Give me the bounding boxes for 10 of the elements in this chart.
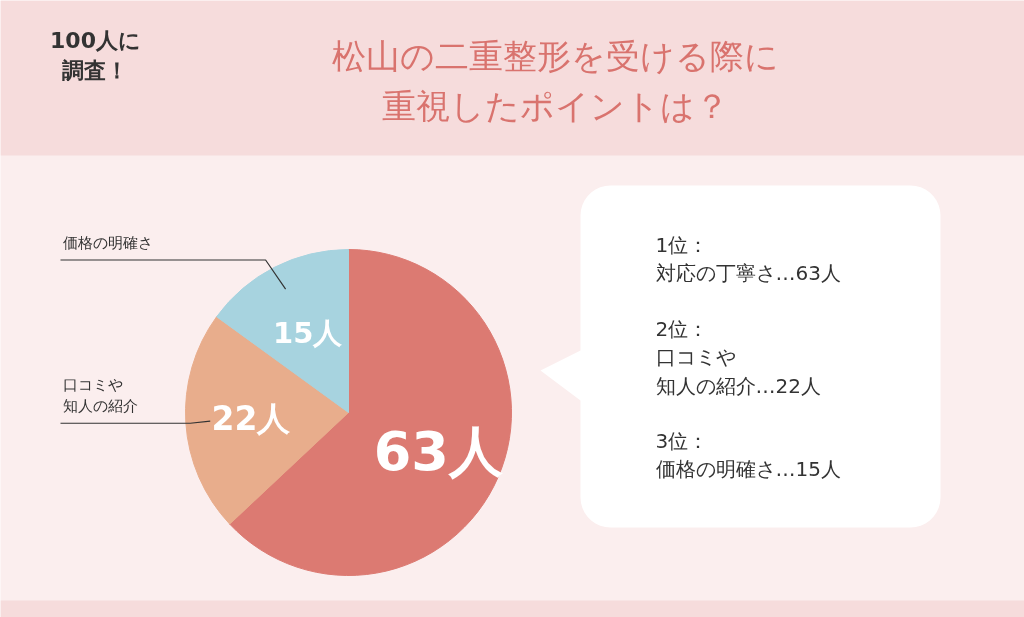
slice-label: 価格の明確さ	[62, 234, 153, 252]
data-label: 63人	[373, 419, 503, 483]
chart-title: 松山の二重整形を受ける際に重視したポイントは？	[332, 35, 779, 126]
text: 3位：価格の明確さ…15人	[655, 428, 841, 482]
text: 1位：対応の丁寧さ…63人	[655, 232, 841, 286]
data-label: 22人	[211, 399, 292, 439]
data-label: 15人	[273, 315, 344, 350]
text: 2位：口コミや知人の紹介…22人	[655, 316, 821, 399]
slice-label: 口コミや知人の紹介	[62, 375, 138, 416]
text: 100人に調査！	[50, 28, 141, 83]
